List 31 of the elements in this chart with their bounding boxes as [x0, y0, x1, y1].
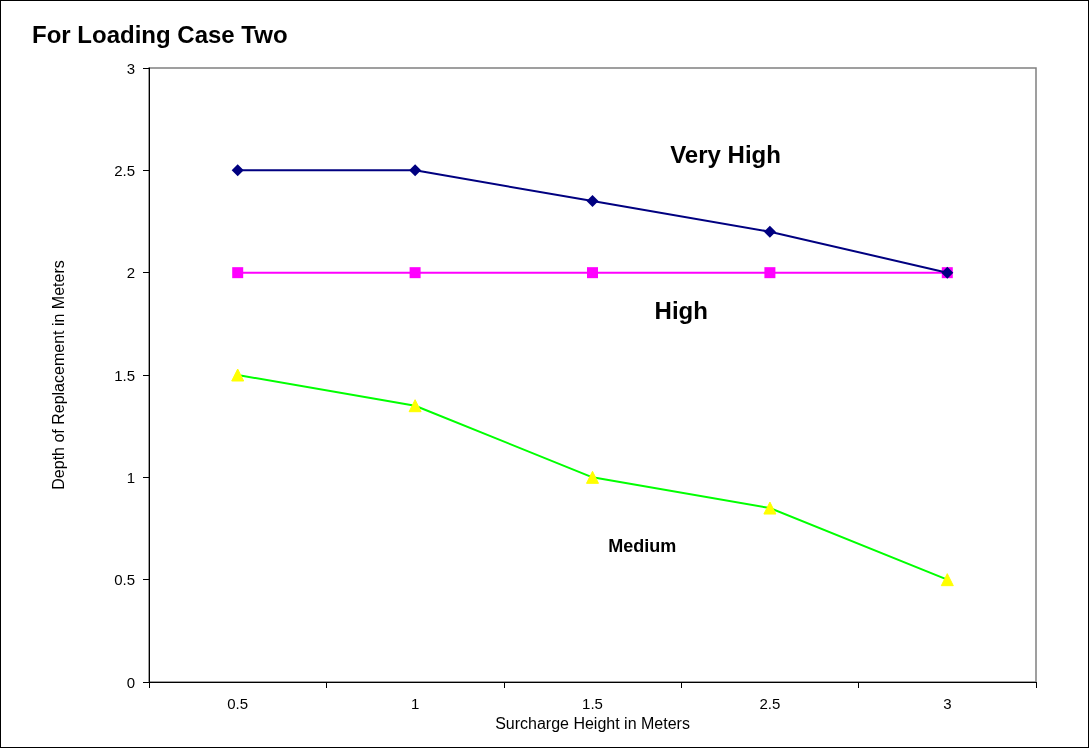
y-tick-label: 1	[126, 468, 135, 486]
point	[763, 501, 777, 515]
point	[763, 225, 776, 238]
y-tick-label: 0.5	[114, 571, 135, 589]
point	[764, 267, 776, 279]
point	[940, 573, 954, 587]
y-tick-label: 2.5	[114, 161, 135, 179]
point	[409, 164, 422, 177]
text: Medium	[608, 535, 677, 556]
x-tick-label: 0.5	[227, 695, 249, 712]
point	[232, 267, 244, 279]
x-tick-label: 1	[410, 695, 420, 712]
point	[409, 267, 421, 279]
series-label: High	[654, 297, 708, 325]
y-tick-label: 2	[126, 264, 135, 282]
y-tick-label: 1.5	[114, 366, 135, 384]
point	[408, 399, 422, 413]
series-label: Very High	[670, 140, 781, 168]
point	[231, 368, 245, 382]
x-tick-label: 1.5	[582, 695, 603, 712]
y-axis-title: Depth of Replacement in Meters	[49, 260, 67, 490]
x-tick-label: 2.5	[759, 695, 781, 712]
point	[231, 164, 244, 177]
y-tick-label: 0	[126, 673, 135, 691]
chart-title: For Loading Case Two	[32, 20, 288, 48]
point	[587, 267, 598, 279]
point	[586, 195, 599, 208]
x-axis-title: Surcharge Height in Meters	[495, 715, 690, 733]
point	[586, 470, 599, 484]
y-tick-label: 3	[126, 59, 135, 77]
x-tick-label: 3	[943, 695, 952, 712]
